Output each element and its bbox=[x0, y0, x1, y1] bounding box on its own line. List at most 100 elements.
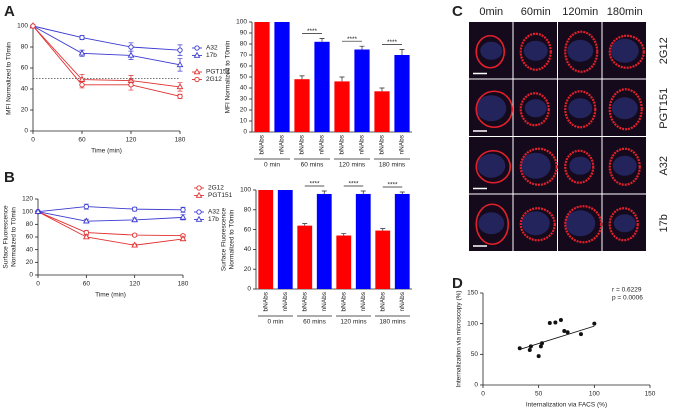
cell-membrane bbox=[475, 34, 506, 69]
error-bar bbox=[299, 75, 305, 80]
marker bbox=[177, 47, 183, 53]
y-tick-label: 60 bbox=[26, 234, 34, 241]
x-tick-label: nNAbs bbox=[360, 291, 367, 311]
panel-label: B bbox=[4, 169, 15, 186]
marker bbox=[193, 51, 201, 58]
cell-membrane bbox=[519, 147, 558, 186]
cell-membrane bbox=[519, 92, 550, 127]
marker bbox=[82, 217, 90, 224]
significance-label: **** bbox=[348, 181, 359, 188]
x-tick-label: nNAbs bbox=[399, 291, 406, 311]
marker bbox=[78, 49, 86, 56]
group-label: 60 mins bbox=[301, 162, 325, 169]
marker bbox=[34, 207, 42, 214]
cell-membrane bbox=[564, 90, 597, 129]
cell-nucleus bbox=[568, 98, 593, 119]
bar bbox=[375, 230, 391, 289]
point bbox=[540, 341, 545, 346]
cell-nucleus bbox=[565, 210, 596, 237]
error-bar bbox=[341, 233, 347, 236]
y-axis-label: Surface Fluorescence bbox=[3, 205, 10, 269]
marker bbox=[79, 82, 85, 88]
marker bbox=[127, 51, 135, 58]
x-tick-label: bNAbs bbox=[259, 134, 266, 154]
x-tick-label: nNAbs bbox=[279, 134, 286, 154]
panel-label: D bbox=[452, 275, 463, 292]
x-tick-label: bNAbs bbox=[379, 291, 386, 311]
x-tick-label: 0 bbox=[36, 281, 40, 288]
significance-label: **** bbox=[307, 28, 318, 35]
legend-label: PGT151 bbox=[206, 69, 231, 76]
marker bbox=[131, 216, 139, 223]
point bbox=[592, 321, 597, 326]
group-label: 0 min bbox=[264, 162, 280, 169]
y-tick-label: 30 bbox=[240, 96, 248, 103]
y-tick-label: 0 bbox=[24, 128, 28, 135]
y-tick-label: 100 bbox=[22, 208, 33, 215]
x-tick-label: bNAbs bbox=[379, 134, 386, 154]
bar bbox=[274, 22, 290, 132]
y-axis-label: Surface Fluorescence bbox=[221, 208, 228, 272]
marker bbox=[194, 45, 200, 51]
cell-nucleus bbox=[612, 155, 637, 176]
series-line bbox=[37, 206, 184, 213]
marker bbox=[131, 241, 139, 248]
x-axis-label: Time (min) bbox=[95, 292, 126, 299]
bar bbox=[297, 225, 313, 289]
x-tick-label: 120 bbox=[129, 281, 140, 288]
bar bbox=[394, 55, 410, 132]
y-tick-label: 80 bbox=[244, 207, 252, 214]
bar bbox=[258, 190, 274, 289]
x-tick-label: 0 bbox=[31, 137, 35, 144]
significance-label: **** bbox=[387, 39, 398, 46]
x-tick-label: bNAbs bbox=[301, 291, 308, 311]
cell-nucleus bbox=[520, 152, 551, 179]
x-tick-label: 0 bbox=[481, 391, 485, 398]
x-tick-label: 100 bbox=[589, 391, 600, 398]
point bbox=[538, 344, 543, 349]
bar bbox=[394, 193, 410, 289]
y-tick-label: 0 bbox=[474, 382, 478, 389]
y-tick-label: 60 bbox=[244, 226, 252, 233]
marker bbox=[176, 83, 184, 90]
point bbox=[536, 354, 541, 359]
point bbox=[565, 330, 570, 335]
marker bbox=[179, 213, 187, 220]
cell-nucleus bbox=[524, 99, 547, 118]
series-line bbox=[37, 211, 184, 246]
legend-label: PGT151 bbox=[208, 192, 233, 199]
point bbox=[553, 320, 558, 325]
y-tick-label: 0 bbox=[29, 272, 33, 279]
y-tick-label: 80 bbox=[21, 44, 29, 51]
legend-label: A32 bbox=[206, 45, 218, 52]
y-tick-label: 0 bbox=[243, 129, 247, 136]
bar bbox=[314, 41, 330, 132]
x-axis-label: Time (min) bbox=[91, 148, 122, 155]
marker bbox=[193, 68, 201, 75]
y-tick-label: 100 bbox=[236, 19, 247, 26]
y-tick-label: 40 bbox=[240, 85, 248, 92]
error-bar bbox=[302, 223, 308, 226]
y-tick-label: 40 bbox=[26, 246, 34, 253]
x-axis-label: Internalization via FACS (%) bbox=[526, 402, 607, 409]
x-tick-label: 50 bbox=[535, 391, 543, 398]
marker bbox=[194, 76, 200, 83]
bar bbox=[354, 49, 370, 132]
y-tick-label: 100 bbox=[467, 320, 478, 327]
point bbox=[558, 317, 563, 322]
x-tick-label: bNAbs bbox=[262, 291, 269, 311]
cell-nucleus bbox=[476, 95, 507, 122]
error-bar bbox=[380, 228, 386, 231]
y-tick-label: 90 bbox=[240, 30, 248, 37]
y-tick-label: 80 bbox=[26, 221, 34, 228]
cell-membrane bbox=[608, 88, 643, 131]
panel-label: A bbox=[4, 3, 15, 20]
legend-label: 2G12 bbox=[206, 76, 222, 83]
row-label: PGT151 bbox=[658, 88, 670, 129]
legend-label: 2G12 bbox=[208, 185, 224, 192]
y-axis-label: Internalization via microscopy (%) bbox=[456, 290, 463, 387]
cell-membrane bbox=[564, 205, 603, 244]
error-bar bbox=[399, 191, 405, 194]
marker bbox=[82, 233, 90, 240]
